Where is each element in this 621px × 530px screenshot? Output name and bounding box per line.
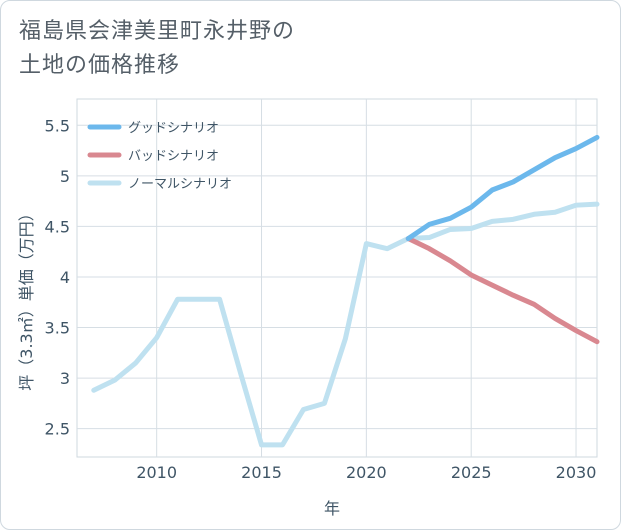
x-tick-label: 2030 [556, 463, 597, 482]
y-tick-labels: 2.5 3 3.5 4 4.5 5 5.5 [45, 116, 70, 438]
y-tick-label: 2.5 [45, 420, 70, 439]
chart-title-line-2: 土地の価格推移 [19, 53, 181, 78]
y-tick-label: 3 [60, 369, 70, 388]
y-tick-label: 4 [60, 268, 70, 287]
x-tick-label: 2015 [241, 463, 282, 482]
y-tick-label: 3.5 [45, 319, 70, 338]
y-tick-label: 5 [60, 167, 70, 186]
series-line [405, 236, 600, 345]
series-line [405, 134, 600, 242]
y-axis-label: 坪（3.3㎡）単価（万円） [17, 205, 36, 390]
plot-area [76, 98, 598, 458]
legend-label: バッドシナリオ [128, 149, 219, 164]
x-tick-label: 2010 [136, 463, 177, 482]
x-tick-labels: 2010 2015 2020 2025 2030 [136, 463, 596, 482]
x-tick-label: 2020 [346, 463, 387, 482]
legend-label: グッドシナリオ [128, 121, 219, 136]
series-line [91, 201, 600, 448]
y-tick-label: 5.5 [45, 116, 70, 135]
chart-title: 福島県会津美里町永井野の 土地の価格推移 [19, 15, 295, 83]
y-tick-label: 4.5 [45, 217, 70, 236]
x-tick-label: 2025 [451, 463, 492, 482]
chart-title-line-1: 福島県会津美里町永井野の [19, 19, 296, 44]
x-axis-label: 年 [324, 499, 340, 518]
series-group [91, 134, 600, 448]
legend-label: ノーマルシナリオ [128, 177, 232, 192]
